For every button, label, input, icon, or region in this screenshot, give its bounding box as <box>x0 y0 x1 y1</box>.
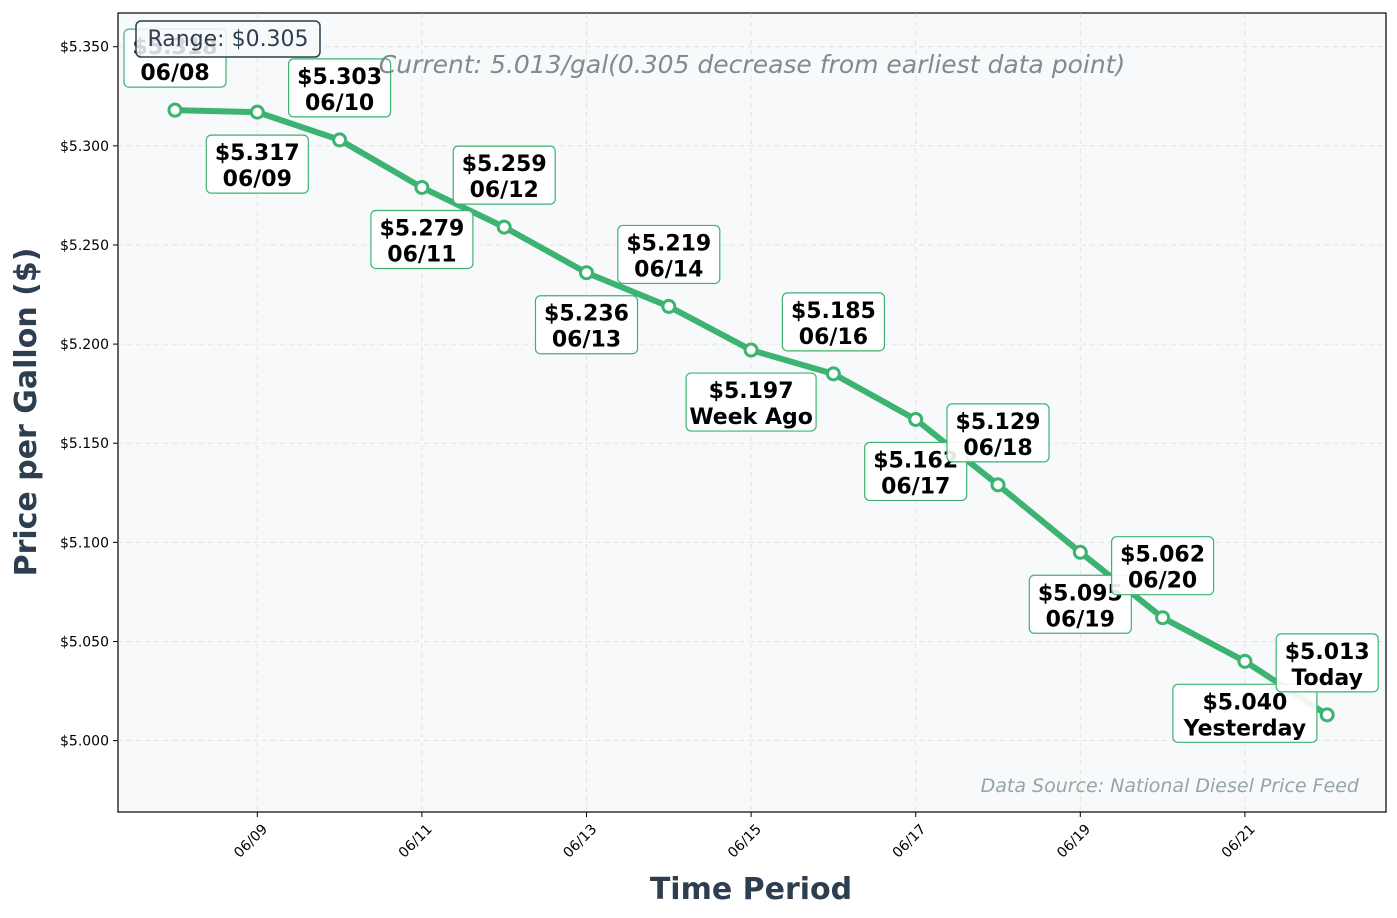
chart-subtitle: Current: 5.013/gal(0.305 decrease from e… <box>379 50 1125 79</box>
data-point-marker <box>990 477 1006 493</box>
callout-price: $5.040 <box>1202 690 1287 715</box>
callout-price: $5.236 <box>544 302 629 327</box>
range-label: Range: $0.305 <box>147 27 308 52</box>
callout-box <box>534 295 639 355</box>
x-tick-label: 06/13 <box>560 821 600 861</box>
data-point-marker <box>414 179 430 195</box>
x-tick-label: 06/09 <box>231 821 271 861</box>
data-point-marker <box>1072 544 1088 560</box>
callout-price: $5.303 <box>297 65 382 90</box>
callout-box <box>685 372 817 432</box>
callout-date: 06/13 <box>552 328 621 353</box>
data-point-marker <box>1319 707 1335 723</box>
data-point-marker <box>496 219 512 235</box>
callout-box <box>288 58 392 118</box>
x-tick-label: 06/19 <box>1054 821 1094 861</box>
callout-box <box>370 209 474 270</box>
callout-date: 06/12 <box>470 178 539 203</box>
callout-price: $5.162 <box>873 448 958 473</box>
y-axis: $5.000 $5.050 $5.100 $5.150 $5.200 $5.250 $5.3… <box>60 40 118 750</box>
y-tick-label: $5.100 <box>60 535 109 551</box>
callout-date: 06/14 <box>634 257 703 282</box>
callout-price: $5.095 <box>1038 581 1123 606</box>
callout-date: 06/18 <box>963 436 1032 461</box>
data-point-marker <box>1155 610 1171 626</box>
y-tick-label: $5.000 <box>60 734 109 750</box>
callout-date: Week Ago <box>689 405 813 430</box>
point-callouts: $5.31806/08$5.31706/09$5.30306/10$5.2790… <box>123 28 1379 743</box>
callout-price: $5.197 <box>709 379 794 404</box>
x-axis: 06/09 06/11 06/13 06/15 06/17 06/19 06/21 <box>231 812 1259 861</box>
callout-date: Yesterday <box>1183 716 1306 741</box>
callout-date: 06/19 <box>1046 607 1115 632</box>
callout-box <box>781 292 886 352</box>
callout-date: 06/16 <box>799 325 868 350</box>
callout-price: $5.219 <box>626 231 711 256</box>
callout-box <box>617 224 721 285</box>
callout-price: $5.279 <box>379 216 464 241</box>
x-tick-label: 06/17 <box>890 821 930 861</box>
callout-price: $5.185 <box>791 299 876 324</box>
x-tick-label: 06/21 <box>1219 821 1259 861</box>
data-point-marker <box>908 411 924 427</box>
callout-date: 06/11 <box>387 242 456 267</box>
callout-price: $5.129 <box>956 410 1041 435</box>
callout-date: 06/17 <box>881 474 950 499</box>
data-source-note: Data Source: National Diesel Price Feed <box>981 775 1360 797</box>
y-tick-label: $5.350 <box>60 40 109 56</box>
data-point-marker <box>332 132 348 148</box>
x-axis-title: Time Period <box>650 872 852 907</box>
range-badge: Range: $0.305 <box>135 20 321 58</box>
y-tick-label: $5.200 <box>60 337 109 353</box>
callout-box <box>946 403 1050 463</box>
data-point-marker <box>1237 653 1253 669</box>
y-axis-title: Price per Gallon ($) <box>9 248 44 577</box>
callout-box <box>1275 633 1379 693</box>
callout-date: 06/10 <box>305 91 374 116</box>
y-tick-label: $5.300 <box>60 139 109 155</box>
callout-box <box>1172 683 1318 743</box>
x-tick-label: 06/15 <box>725 821 765 861</box>
callout-box <box>205 134 309 194</box>
price-series <box>167 102 1335 723</box>
data-point-marker <box>825 366 841 382</box>
data-point-marker <box>167 102 183 118</box>
y-tick-label: $5.150 <box>60 436 109 452</box>
callout-date: 06/20 <box>1128 569 1197 594</box>
callout-price: $5.317 <box>215 141 300 166</box>
callout-date: Today <box>1291 666 1362 691</box>
callout-box <box>1110 536 1215 596</box>
data-point-marker <box>743 342 759 358</box>
callout-box <box>1028 574 1132 634</box>
data-point-marker <box>661 298 677 314</box>
x-tick-label: 06/11 <box>396 821 436 861</box>
y-tick-label: $5.050 <box>60 634 109 650</box>
callout-date: 06/08 <box>140 61 209 86</box>
callout-box <box>452 145 556 205</box>
callout-date: 06/09 <box>223 167 292 192</box>
callout-box <box>864 441 968 502</box>
callout-price: $5.259 <box>462 152 547 177</box>
data-point-marker <box>579 265 594 281</box>
y-tick-label: $5.250 <box>60 238 109 254</box>
callout-price: $5.062 <box>1120 543 1205 568</box>
data-point-marker <box>249 104 265 120</box>
callout-price: $5.013 <box>1285 640 1370 665</box>
